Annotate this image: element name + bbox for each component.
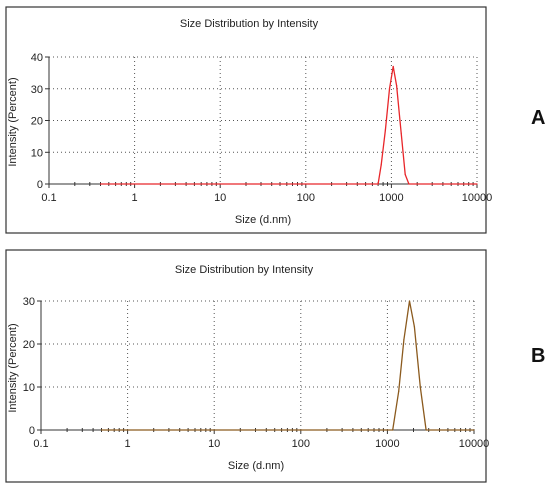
panel-a-series-point — [408, 183, 410, 185]
panel-b-plot: 0.1 1 10 100 1000 10000 0 10 20 30 — [23, 296, 490, 450]
panel-b-y-axis-title: Intensity (Percent) — [7, 323, 19, 412]
panel-b-x-tick-label: 10 — [208, 438, 220, 450]
panel-b-series-point — [392, 429, 394, 431]
panel-a-series-point — [392, 65, 394, 68]
panel-b-y-tick-label: 10 — [23, 382, 35, 394]
panel-a-title: Size Distribution by Intensity — [180, 18, 319, 30]
panel-b-letter: B — [531, 345, 545, 367]
panel-a-plot: 0.1 1 10 100 1000 10000 0 10 20 30 40 — [31, 52, 493, 204]
panel-b-y-tick-label: 20 — [23, 339, 35, 351]
panel-b-x-tick-label: 10000 — [459, 438, 490, 450]
panel-a-series-point — [404, 173, 406, 176]
panel-b-series-point — [398, 390, 400, 392]
panel-a-series-point — [380, 164, 382, 166]
panel-b-x-tick-label: 0.1 — [33, 438, 48, 450]
panel-a-y-tick-label: 20 — [31, 116, 43, 128]
panel-b-series-point — [473, 429, 475, 431]
panel-a-y-tick-label: 10 — [31, 147, 43, 159]
panel-b-x-tick-label: 1000 — [375, 438, 399, 450]
panel-a-series-point — [377, 183, 379, 185]
panel-b-title: Size Distribution by Intensity — [175, 264, 314, 276]
panel-a-series-point — [396, 85, 398, 87]
panel-a-x-tick-label: 10 — [214, 192, 226, 204]
panel-a-x-tick-label: 0.1 — [41, 192, 56, 204]
panel-a-series-point — [476, 183, 478, 185]
panel-b-y-tick-label: 30 — [23, 296, 35, 308]
panel-a: Size Distribution by Intensity 0.1 1 10 100… — [5, 6, 545, 234]
panel-a-x-tick-label: 1 — [132, 192, 138, 204]
panel-a-series-point — [388, 88, 391, 90]
panel-b: Size Distribution by Intensity 0.1 1 10 100… — [5, 249, 545, 483]
panel-b-series-point — [419, 386, 421, 388]
panel-b-series-point — [425, 429, 427, 431]
panel-a-x-tick-label: 100 — [297, 192, 315, 204]
panel-a-series-point — [400, 132, 402, 134]
panel-b-x-axis-title: Size (d.nm) — [228, 460, 284, 472]
panel-b-series-point — [100, 429, 103, 431]
panel-a-x-tick-label: 10000 — [462, 192, 493, 204]
panel-b-series-point — [413, 326, 415, 328]
panel-b-frame — [5, 249, 487, 483]
panel-b-y-tick-label: 0 — [29, 425, 35, 437]
panel-a-y-tick-label: 30 — [31, 84, 43, 96]
panel-a-x-tick-label: 1000 — [379, 192, 403, 204]
panel-a-series-point — [99, 183, 102, 185]
panel-a-series-point — [384, 129, 386, 131]
panel-a-letter: A — [531, 107, 545, 129]
panel-b-series-point — [408, 300, 411, 302]
panel-a-y-tick-label: 0 — [37, 179, 43, 191]
panel-a-x-axis-title: Size (d.nm) — [235, 214, 291, 226]
panel-b-x-tick-label: 100 — [292, 438, 310, 450]
panel-b-series-point — [403, 339, 405, 341]
panel-b-x-tick-label: 1 — [125, 438, 131, 450]
panel-a-y-tick-label: 40 — [31, 52, 43, 64]
panel-a-y-axis-title: Intensity (Percent) — [7, 77, 19, 166]
